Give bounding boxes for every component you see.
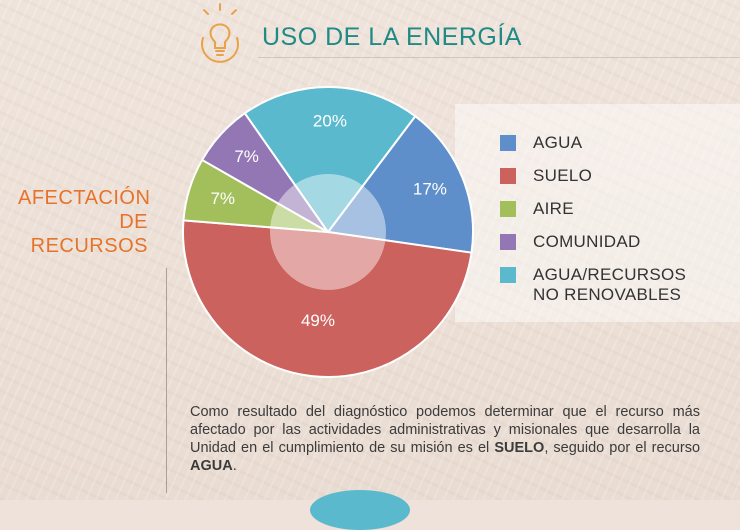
decorative-circle: [310, 490, 410, 530]
legend-item: AGUA/RECURSOS NO RENOVABLES: [500, 265, 686, 305]
legend-swatch: [500, 234, 516, 250]
slice-value-label: 20%: [313, 111, 347, 130]
slice-value-label: 17%: [413, 179, 447, 198]
page-title: USO DE LA ENERGÍA: [262, 23, 522, 51]
section-title: AFECTACIÓN DE RECURSOS: [18, 186, 151, 258]
slice-value-label: 49%: [301, 311, 335, 330]
legend-item: COMUNIDAD: [500, 232, 686, 252]
legend-item: AGUA: [500, 133, 686, 153]
pie-slice: [326, 114, 474, 254]
legend-label: AGUA/RECURSOS NO RENOVABLES: [533, 265, 687, 304]
section-title-line2: DE RECURSOS: [30, 211, 148, 257]
legend-item: SUELO: [500, 166, 686, 186]
legend-swatch: [500, 267, 516, 283]
paragraph-bold-suelo: SUELO: [494, 439, 545, 456]
vertical-divider: [166, 268, 167, 493]
legend-label: SUELO: [533, 166, 593, 185]
legend-label: AGUA: [533, 133, 583, 152]
chart-legend: AGUA SUELO AIRE COMUNIDAD AGUA/RECURSOS …: [500, 133, 686, 318]
legend-swatch: [500, 201, 516, 217]
pie-slice: [182, 219, 473, 379]
legend-label: COMUNIDAD: [533, 232, 641, 251]
lightbulb-icon: [194, 2, 246, 64]
pie-chart: 17% 49% 7% 7% 20%: [182, 86, 474, 379]
legend-label: AIRE: [533, 199, 574, 218]
legend-swatch: [500, 135, 516, 151]
paragraph-text: Como resultado del diagnóstico podemos d…: [190, 403, 700, 456]
paragraph-text: , seguido por el recurso: [544, 439, 701, 456]
legend-swatch: [500, 168, 516, 184]
paragraph-text: .: [232, 457, 237, 474]
slice-value-label: 7%: [234, 147, 259, 166]
paragraph-bold-agua: AGUA: [190, 457, 233, 474]
legend-item: AIRE: [500, 199, 686, 219]
pie-center-highlight: [270, 174, 386, 290]
pie-slice: [243, 86, 417, 234]
slice-value-label: 7%: [210, 189, 235, 208]
section-title-line1: AFECTACIÓN: [18, 187, 151, 209]
description-paragraph: Como resultado del diagnóstico podemos d…: [190, 403, 700, 475]
title-divider: [258, 57, 740, 58]
